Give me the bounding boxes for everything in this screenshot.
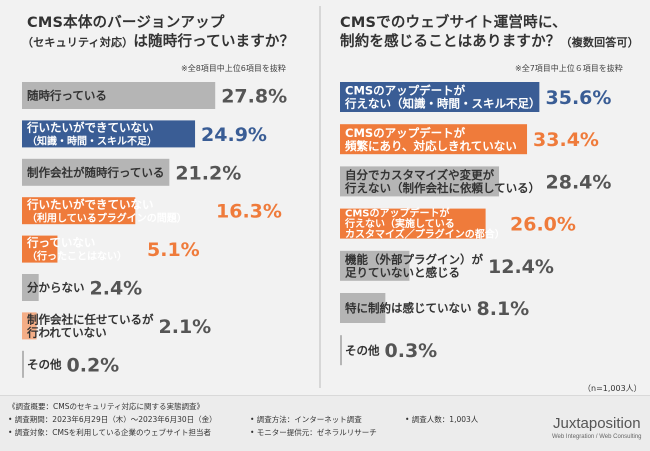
left-title-small: （セキュリティ対応） bbox=[22, 36, 134, 49]
left-category-label-6-0: 制作会社に任せているが bbox=[27, 313, 154, 327]
left-title-line1: CMS本体のバージョンアップ bbox=[27, 15, 225, 31]
right-bar-2 bbox=[340, 166, 500, 197]
left-note: ※全8項目中上位6項目を抜粋 bbox=[181, 64, 286, 73]
left-bar-5 bbox=[22, 274, 39, 301]
left-category-label-3-0: 行いたいができていない bbox=[26, 197, 154, 211]
right-title-small: （複数回答可） bbox=[560, 36, 639, 49]
right-category-label-1-1: 頻繁にあり、対応しきれていない bbox=[345, 139, 517, 153]
panel-divider bbox=[319, 6, 321, 388]
left-bar-3 bbox=[22, 197, 136, 225]
left-category-label-1-0: 行いたいができていない bbox=[26, 121, 154, 135]
left-value-label-7: 0.2% bbox=[67, 354, 120, 376]
left-chart-panel bbox=[0, 0, 318, 392]
footer-sample-count: • 調査人数：1,003人 bbox=[405, 415, 479, 424]
left-title-line2: （セキュリティ対応）は随時行っていますか？ bbox=[22, 30, 294, 51]
left-category-label-7-0: その他 bbox=[27, 357, 62, 371]
left-category-label-0-0: 随時行っている bbox=[27, 89, 107, 103]
left-category-label-5-0: 分からない bbox=[27, 281, 85, 295]
footer-method: • 調査方法：インターネット調査 bbox=[250, 415, 362, 424]
left-bar-4 bbox=[22, 235, 58, 263]
left-bar-7 bbox=[22, 350, 24, 378]
left-bar-2 bbox=[22, 158, 170, 186]
right-value-label-5: 8.1% bbox=[477, 298, 530, 320]
right-value-label-3: 26.0% bbox=[510, 214, 576, 236]
right-category-label-0-1: 行えない（知識・時間・スキル不足） bbox=[344, 97, 541, 111]
right-category-label-6-0: その他 bbox=[345, 343, 380, 357]
right-bar-1 bbox=[340, 124, 528, 155]
left-category-label-2-0: 制作会社が随時行っている bbox=[27, 165, 164, 179]
logo-subtitle: Web Integration / Web Consulting bbox=[552, 434, 642, 440]
footer-survey-overview: 《調査概要：CMSのセキュリティ対応に関する実態調査》 bbox=[8, 402, 205, 411]
right-category-label-0-0: CMSのアップデートが bbox=[345, 84, 466, 98]
left-value-label-3: 16.3% bbox=[216, 201, 282, 223]
left-category-label-1-1: （知識・時間・スキル不足） bbox=[27, 135, 157, 148]
left-category-label-6-1: 行われていない bbox=[26, 326, 107, 340]
left-value-label-1: 24.9% bbox=[201, 124, 267, 146]
right-category-label-4-1: 足りていないと感じる bbox=[345, 265, 460, 279]
left-category-label-4-0: 行っていない bbox=[26, 236, 95, 250]
left-value-label-6: 2.1% bbox=[159, 316, 212, 338]
left-value-label-0: 27.8% bbox=[221, 86, 287, 108]
right-category-label-2-0: 自分でカスタマイズや変更が bbox=[345, 168, 495, 182]
left-value-label-4: 5.1% bbox=[147, 239, 200, 261]
left-bar-6 bbox=[22, 312, 37, 340]
bar-charts-svg: 随時行っている 27.8%行いたいができていない（知識・時間・スキル不足） 24.9… bbox=[22, 82, 612, 378]
footer bbox=[0, 395, 650, 451]
left-bar-0 bbox=[22, 82, 216, 109]
left-category-label-4-1: （行ったことはない） bbox=[27, 250, 127, 263]
right-category-label-4-0: 機能（外部プラグイン）が bbox=[345, 252, 483, 266]
left-title-rest: は随時行っていますか？ bbox=[133, 34, 295, 50]
left-bar-1 bbox=[22, 120, 196, 148]
right-bar-4 bbox=[340, 250, 410, 281]
left-category-label-3-1: （利用しているプラグインの問題） bbox=[27, 211, 187, 224]
right-bar-5 bbox=[340, 293, 386, 323]
right-value-label-2: 28.4% bbox=[546, 171, 612, 193]
right-title-line2: 制約を感じることはありますか？（複数回答可） bbox=[340, 30, 639, 51]
left-value-label-5: 2.4% bbox=[90, 278, 143, 300]
right-category-label-5-0: 特に制約は感じていない bbox=[345, 301, 472, 315]
footer-period: • 調査期間：2023年6月29日（木）〜2023年6月30日（金） bbox=[8, 415, 217, 424]
right-bar-0 bbox=[340, 82, 540, 112]
footer-target: • 調査対象：CMSを利用している企業のウェブサイト担当者 bbox=[8, 428, 212, 437]
sample-size-note: （n=1,003人） bbox=[583, 384, 642, 393]
right-value-label-1: 33.4% bbox=[533, 129, 599, 151]
right-category-label-1-0: CMSのアップデートが bbox=[345, 126, 466, 140]
right-category-label-3-1: 行えない（実施している bbox=[344, 217, 455, 230]
left-value-label-2: 21.2% bbox=[175, 162, 241, 184]
juxtaposition-logo: Juxtaposition bbox=[553, 415, 641, 432]
right-bar-3 bbox=[340, 208, 486, 239]
right-value-label-0: 35.6% bbox=[546, 87, 612, 109]
footer-provider: • モニター提供元：ゼネラルリサーチ bbox=[250, 428, 377, 437]
right-value-label-6: 0.3% bbox=[385, 340, 438, 362]
right-category-label-3-0: CMSのアップデートが bbox=[345, 207, 450, 220]
right-title-line1: CMSでのウェブサイト運営時に、 bbox=[340, 15, 567, 31]
right-title-main: 制約を感じることはありますか？ bbox=[340, 34, 561, 50]
right-bar-6 bbox=[340, 335, 342, 366]
right-note: ※全7項目中上位６項目を抜粋 bbox=[515, 64, 623, 73]
right-category-label-2-1: 行えない（制作会社に依頼している） bbox=[344, 181, 540, 195]
right-value-label-4: 12.4% bbox=[488, 256, 554, 278]
right-category-label-3-2: カスタマイズ／プラグインの都合） bbox=[345, 228, 505, 241]
